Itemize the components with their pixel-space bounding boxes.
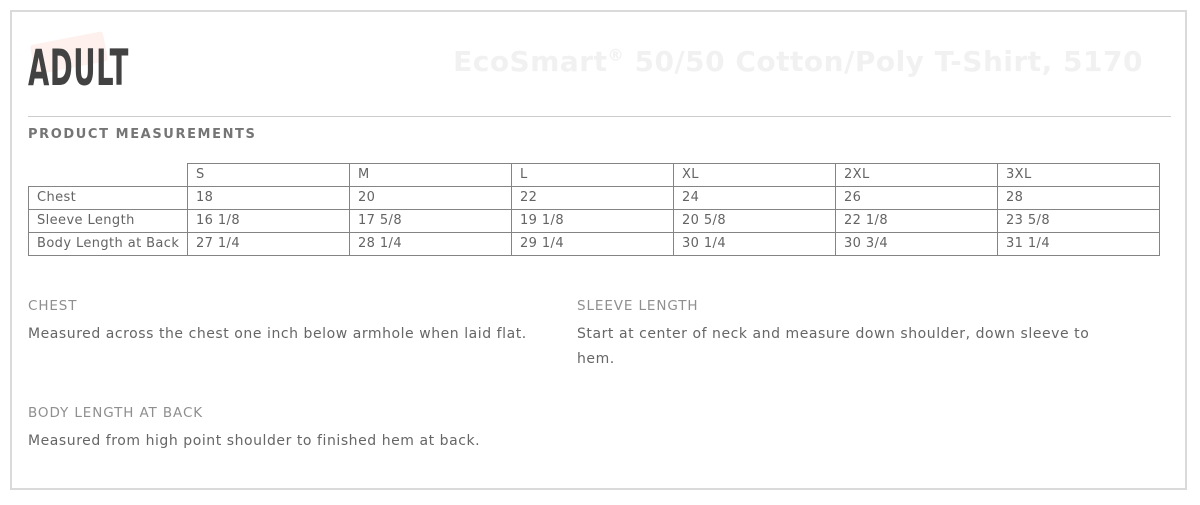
measurement-row: Chest 18 20 22 24 26 28 bbox=[28, 186, 1160, 210]
measurement-value-cell: 28 1/4 bbox=[349, 232, 512, 256]
measurement-row: Sleeve Length 16 1/8 17 5/8 19 1/8 20 5/8 22 … bbox=[28, 209, 1160, 233]
measurement-value-cell: 31 1/4 bbox=[997, 232, 1160, 256]
product-name-text: 50/50 Cotton/Poly T-Shirt, 5170 bbox=[624, 45, 1143, 78]
definition-sleeve-length: SLEEVE LENGTH Start at center of neck an… bbox=[577, 298, 1169, 372]
definition-body-length-at-back: BODY LENGTH AT BACK Measured from high p… bbox=[28, 405, 577, 454]
adult-section-heading: ADULT bbox=[28, 39, 129, 97]
size-column-header: M bbox=[349, 163, 512, 187]
measurement-value-cell: 24 bbox=[673, 186, 836, 210]
measurement-value-cell: 30 1/4 bbox=[673, 232, 836, 256]
size-header-row: S M L XL 2XL 3XL bbox=[29, 163, 1160, 187]
size-column-header: S bbox=[187, 163, 350, 187]
product-measurements-heading: PRODUCT MEASUREMENTS bbox=[28, 127, 257, 142]
measurement-value-cell: 20 bbox=[349, 186, 512, 210]
measurement-value-cell: 27 1/4 bbox=[187, 232, 350, 256]
measurement-row: Body Length at Back 27 1/4 28 1/4 29 1/4 30 … bbox=[28, 232, 1160, 256]
size-column-header: XL bbox=[673, 163, 836, 187]
definition-term: BODY LENGTH AT BACK bbox=[28, 405, 204, 421]
measurement-row-label: Sleeve Length bbox=[28, 209, 188, 233]
measurement-row-label: Chest bbox=[28, 186, 188, 210]
measurement-value-cell: 29 1/4 bbox=[511, 232, 674, 256]
registered-trademark-symbol: ® bbox=[607, 45, 625, 65]
panel-header: ADULT EcoSmart® 50/50 Cotton/Poly T-Shir… bbox=[28, 12, 1169, 116]
measurement-value-cell: 23 5/8 bbox=[997, 209, 1160, 233]
measurement-value-cell: 18 bbox=[187, 186, 350, 210]
measurement-value-cell: 19 1/8 bbox=[511, 209, 674, 233]
size-column-header: L bbox=[511, 163, 674, 187]
size-column-header: 2XL bbox=[835, 163, 998, 187]
definition-term: SLEEVE LENGTH bbox=[577, 298, 699, 314]
measurement-value-cell: 16 1/8 bbox=[187, 209, 350, 233]
measurement-row-label: Body Length at Back bbox=[28, 232, 188, 256]
section-divider bbox=[28, 116, 1171, 117]
product-brand-text: EcoSmart bbox=[453, 45, 608, 78]
measurement-value-cell: 17 5/8 bbox=[349, 209, 512, 233]
measurement-value-cell: 30 3/4 bbox=[835, 232, 998, 256]
definition-term: CHEST bbox=[28, 298, 78, 314]
measurement-value-cell: 22 1/8 bbox=[835, 209, 998, 233]
product-title-watermark: EcoSmart® 50/50 Cotton/Poly T-Shirt, 517… bbox=[453, 45, 1143, 78]
size-column-header: 3XL bbox=[997, 163, 1160, 187]
definition-description: Start at center of neck and measure down… bbox=[577, 326, 1090, 367]
measurement-value-cell: 28 bbox=[997, 186, 1160, 210]
definition-description: Measured across the chest one inch below… bbox=[28, 326, 527, 342]
measurement-definitions: CHEST Measured across the chest one inch… bbox=[28, 298, 1169, 454]
measurement-value-cell: 22 bbox=[511, 186, 674, 210]
empty-corner-cell bbox=[29, 164, 188, 187]
measurement-value-cell: 26 bbox=[835, 186, 998, 210]
measurements-table: S M L XL 2XL 3XL Chest 18 20 22 24 26 28 Sleeve Leng… bbox=[28, 163, 1160, 256]
measurement-value-cell: 20 5/8 bbox=[673, 209, 836, 233]
measurements-panel: ADULT EcoSmart® 50/50 Cotton/Poly T-Shir… bbox=[10, 10, 1187, 490]
measurements-table-body: Chest 18 20 22 24 26 28 Sleeve Length 16 1/8 17 5… bbox=[28, 186, 1160, 256]
definition-description: Measured from high point shoulder to fin… bbox=[28, 433, 481, 449]
definition-chest: CHEST Measured across the chest one inch… bbox=[28, 298, 577, 372]
